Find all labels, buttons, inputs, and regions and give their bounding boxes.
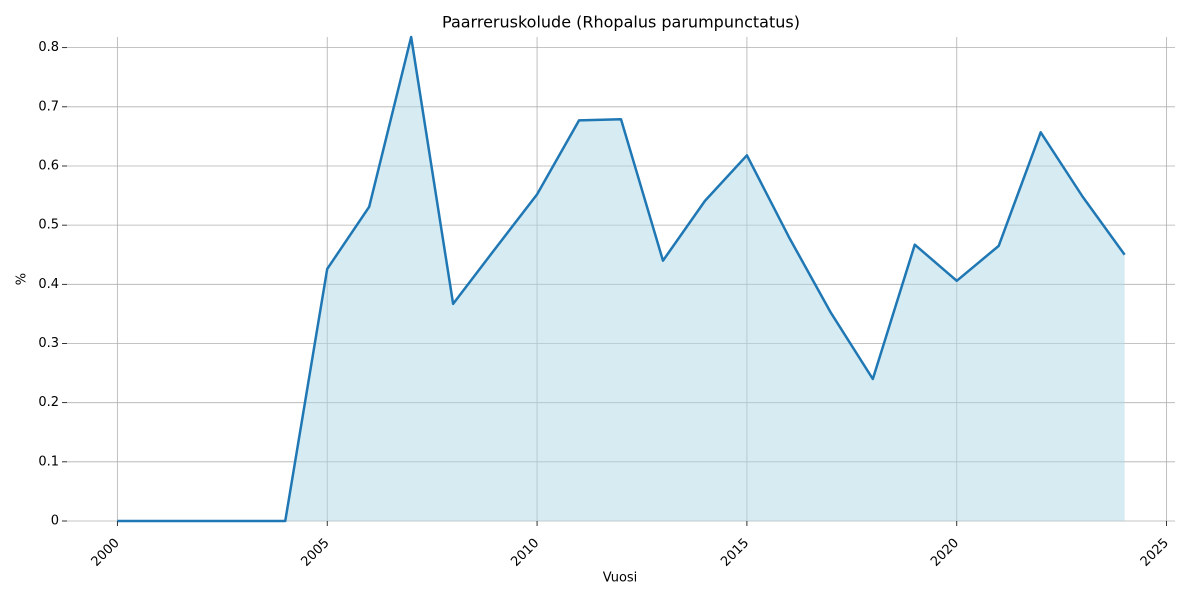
chart-title: Paarreruskolude (Rhopalus parumpunctatus…	[442, 13, 800, 32]
y-tick-label: 0.5	[38, 218, 59, 233]
y-tick-label: 0	[51, 514, 59, 529]
y-tick-label: 0.3	[38, 336, 59, 351]
x-tick-label: 2005	[299, 536, 333, 570]
x-tick-label: 2010	[508, 536, 542, 570]
y-tick-label: 0.8	[38, 40, 59, 55]
y-tick-label: 0.6	[38, 158, 59, 173]
x-tick-label: 2020	[928, 536, 962, 570]
y-tick-label: 0.2	[38, 395, 59, 410]
line	[117, 35, 1126, 523]
x-tick-label: 2000	[89, 536, 123, 570]
y-tick-label: 0.1	[38, 454, 59, 469]
area-fill	[117, 37, 1125, 521]
y-tick-label: 0.4	[38, 277, 59, 292]
x-tick-label: 2015	[718, 536, 752, 570]
y-axis-label: %	[15, 273, 30, 285]
x-tick-label: 2025	[1138, 536, 1172, 570]
x-axis-label: Vuosi	[603, 571, 638, 586]
y-tick-label: 0.7	[38, 99, 59, 114]
